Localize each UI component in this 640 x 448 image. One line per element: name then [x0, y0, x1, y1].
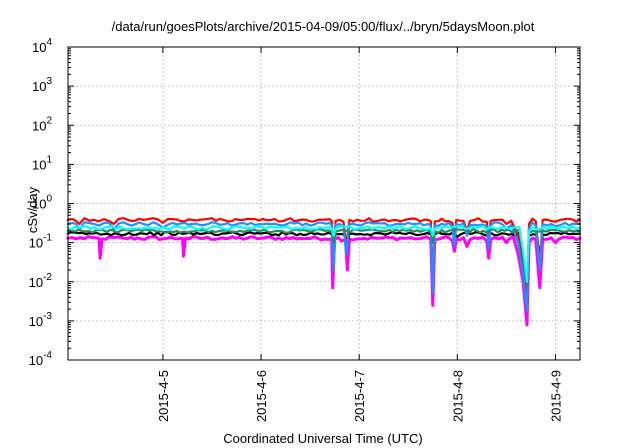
y-axis-label: cSv/day [25, 186, 40, 233]
y-tick-label: 10-1 [29, 233, 53, 251]
series-line [66, 217, 582, 304]
x-tick-label: 2015-4-9 [548, 370, 563, 422]
series-line [66, 230, 582, 299]
y-tick-label: 10-2 [29, 272, 53, 290]
x-axis-label: Coordinated Universal Time (UTC) [223, 431, 422, 446]
y-tick-label: 101 [32, 154, 52, 172]
series-line [66, 228, 582, 287]
x-tick-label: 2015-4-8 [450, 370, 465, 422]
chart-title: /data/run/goesPlots/archive/2015-04-09/0… [112, 19, 535, 34]
y-tick-label: 100 [32, 194, 52, 212]
series-layer [66, 217, 582, 327]
y-tick-label: 10-4 [29, 350, 53, 368]
y-tick-label: 103 [32, 76, 52, 94]
series-line [66, 221, 582, 312]
x-axis-ticks: 2015-4-5 2015-4-6 2015-4-7 2015-4-8 2015-4-9 [156, 47, 563, 422]
x-tick-label: 2015-4-7 [352, 370, 367, 422]
x-tick-label: 2015-4-6 [254, 370, 269, 422]
y-tick-label: 10-3 [29, 311, 53, 329]
grid [68, 47, 580, 360]
y-tick-label: 104 [32, 37, 52, 55]
y-axis-ticks: 10-4 10-3 10-2 10-1 100 101 102 103 104 [29, 37, 580, 368]
x-tick-label: 2015-4-5 [156, 370, 171, 422]
y-tick-label: 102 [32, 115, 52, 133]
series-line [66, 225, 582, 283]
